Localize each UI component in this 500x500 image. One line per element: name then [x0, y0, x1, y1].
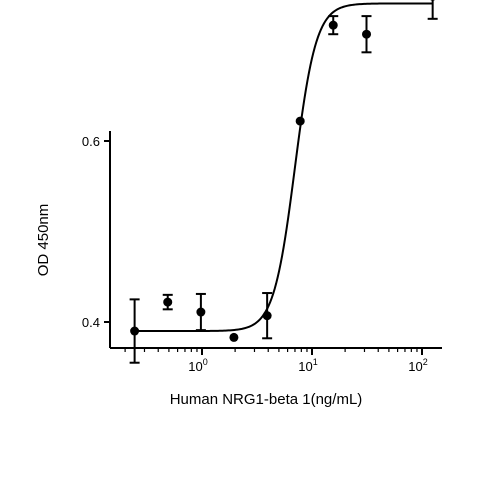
data-point [430, 0, 436, 1]
x-tick-label: 100 [188, 357, 207, 374]
x-tick-label: 101 [298, 357, 317, 374]
y-axis-title: OD 450nm [35, 204, 52, 277]
data-point-group [162, 293, 173, 311]
data-point-group [195, 292, 206, 332]
data-point [163, 297, 173, 307]
x-axis-title: Human NRG1-beta 1(ng/mL) [170, 391, 363, 408]
data-point [262, 311, 272, 321]
data-point-group [295, 116, 305, 126]
data-point [295, 116, 305, 126]
data-point-group [328, 15, 339, 36]
data-point [328, 20, 338, 30]
data-point-group [229, 332, 239, 342]
data-point-group [427, 0, 438, 20]
x-tick-label: 102 [408, 357, 427, 374]
x-tick-label-exponent: 2 [423, 357, 428, 367]
data-point-group [129, 298, 140, 364]
y-tick-label: 0.4 [82, 315, 100, 330]
x-tick-label-exponent: 0 [203, 357, 208, 367]
y-tick-label: 0.6 [82, 134, 100, 149]
data-points [129, 0, 438, 364]
y-axis-ticks: 0.40.60.8 [82, 134, 110, 330]
data-point [196, 307, 206, 317]
data-point-group [361, 15, 372, 54]
data-point [229, 332, 239, 342]
x-tick-label-base: 10 [298, 359, 312, 374]
data-point [362, 29, 372, 39]
data-point-group [262, 292, 273, 340]
fit-curve [134, 2, 433, 333]
x-tick-label-exponent: 1 [313, 357, 318, 367]
x-tick-label-base: 10 [188, 359, 202, 374]
x-axis-ticks: 100 101 102 [124, 348, 428, 374]
data-point [130, 326, 140, 336]
x-tick-label-base: 10 [408, 359, 422, 374]
